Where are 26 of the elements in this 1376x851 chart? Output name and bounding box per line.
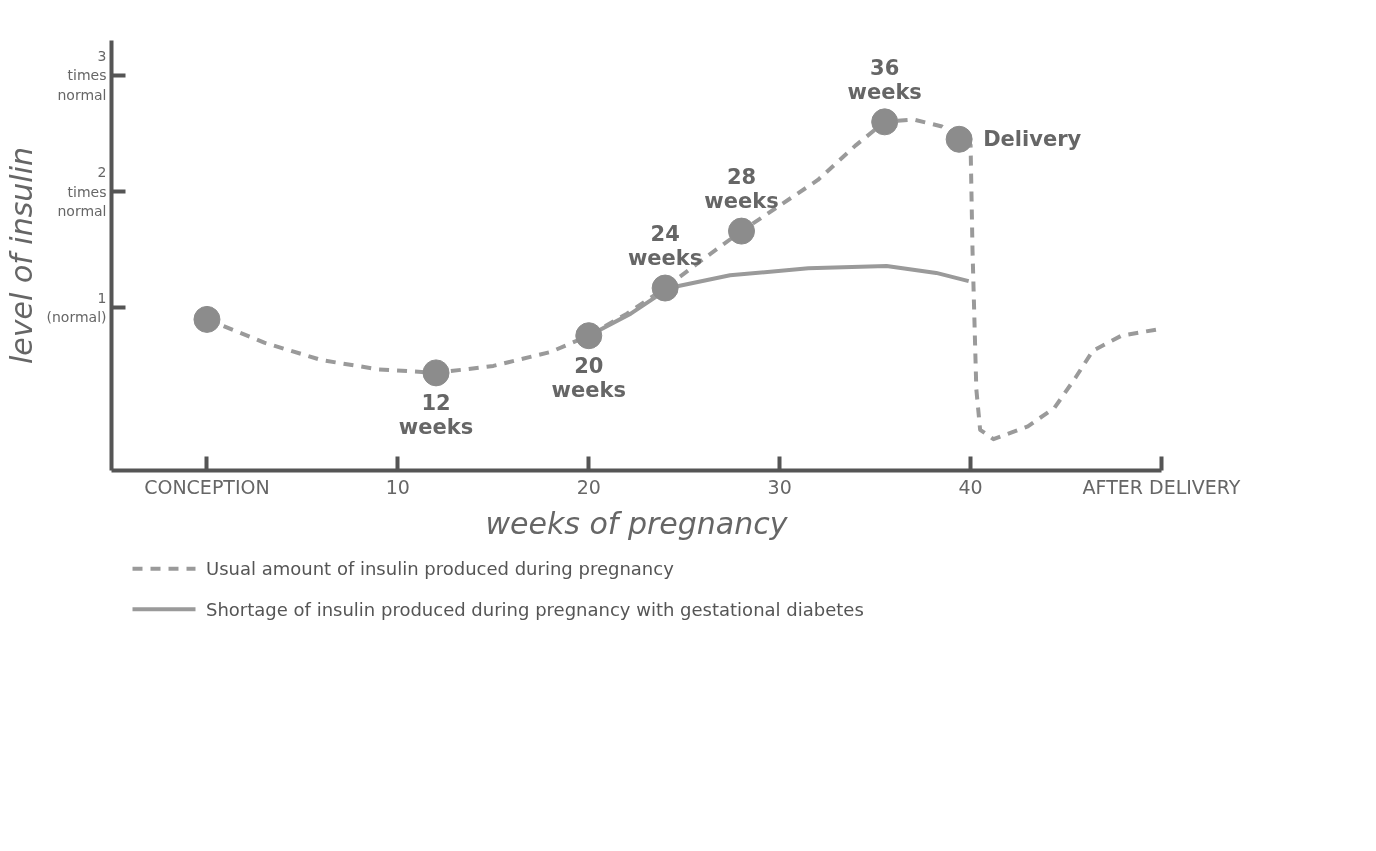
x-tick-label: CONCEPTION [144, 475, 270, 498]
point [871, 108, 899, 136]
annotation: 36 weeks [847, 55, 922, 104]
x-axis-title: weeks of pregnancy [485, 505, 789, 541]
point [728, 217, 755, 245]
annotation: Delivery [983, 127, 1082, 152]
y-tick-label: 3 times normal [57, 48, 107, 103]
legend-label: Usual amount of insulin produced during pregnancy [206, 558, 675, 580]
legend-label: Shortage of insulin produced during pregnancy with gestational diabetes [206, 598, 864, 620]
annotation: 12 weeks [398, 390, 474, 439]
y-tick-label: 2 times normal [57, 164, 107, 219]
point [651, 274, 679, 302]
x-tick-label: AFTER DELIVERY [1082, 475, 1241, 498]
annotation: 28 weeks [704, 165, 779, 214]
annotation: 20 weeks [551, 353, 626, 402]
point [575, 322, 603, 350]
point [945, 125, 973, 153]
point [422, 359, 450, 387]
y-axis-title: level of insulin [3, 146, 39, 364]
x-tick-label: 20 [576, 475, 601, 498]
point [193, 305, 221, 333]
x-tick-label: 10 [385, 475, 410, 498]
x-tick-label: 30 [767, 475, 792, 498]
annotation: 24 weeks [627, 222, 703, 271]
x-tick-label: 40 [958, 475, 983, 498]
y-tick-label: 1 (normal) [46, 290, 107, 326]
